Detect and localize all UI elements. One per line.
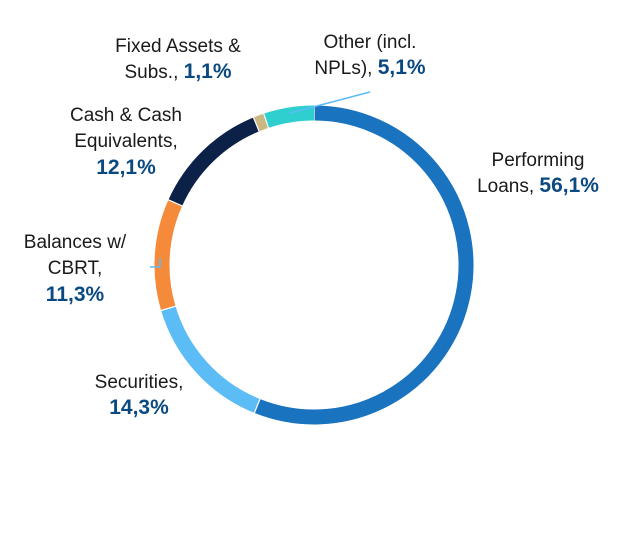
donut-slice xyxy=(161,306,261,413)
leader-lines xyxy=(150,91,371,268)
donut-slice xyxy=(154,199,183,311)
donut-slices xyxy=(154,104,474,425)
slice-label: Other (incl. NPLs), 5,1% xyxy=(314,32,426,79)
slice-label: Balances w/CBRT, 11,3% xyxy=(24,232,127,306)
slice-label: Cash & Cash Equivalents, 12,1% xyxy=(70,105,182,179)
slice-label: Securities, 14,3% xyxy=(95,372,184,419)
slice-labels: Performing Loans, 56,1% Securities, 14,3% Ba… xyxy=(24,32,599,419)
leader-line xyxy=(150,258,161,268)
donut-slice xyxy=(254,105,474,425)
donut-slice xyxy=(168,117,260,207)
leader-line xyxy=(289,91,371,114)
slice-label: Performing Loans, 56,1% xyxy=(477,150,599,197)
donut-slice xyxy=(263,105,315,128)
slice-label: Fixed Assets & Subs., 1,1% xyxy=(115,36,241,83)
donut-slice xyxy=(253,113,269,132)
